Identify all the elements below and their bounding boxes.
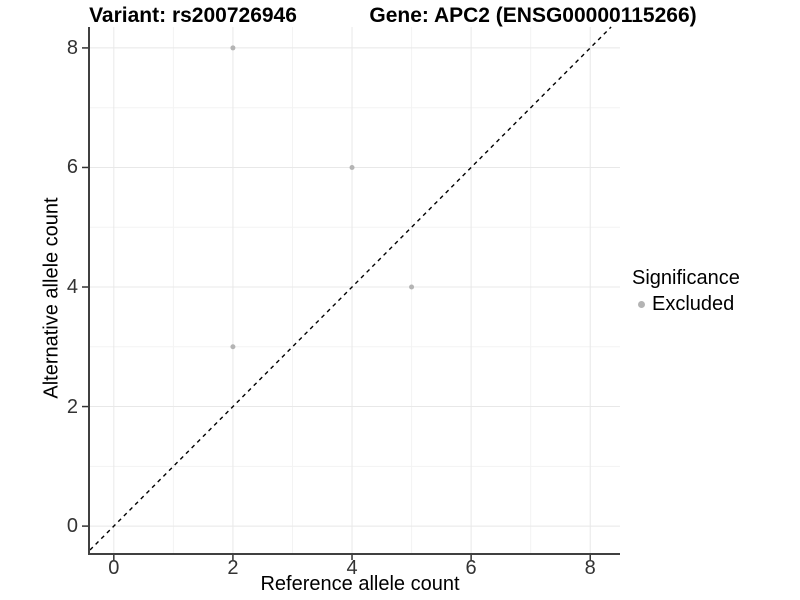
data-point bbox=[230, 344, 236, 350]
legend-title: Significance bbox=[632, 267, 740, 289]
x-tick-label: 4 bbox=[346, 557, 358, 579]
legend-item-excluded: Excluded bbox=[632, 292, 740, 316]
excluded-point-icon bbox=[638, 300, 645, 308]
legend: Significance Excluded bbox=[632, 266, 740, 316]
x-tick-label: 2 bbox=[227, 557, 239, 579]
plot-canvas bbox=[82, 26, 620, 560]
identity-line bbox=[89, 26, 612, 551]
variant-title: Variant: rs200726946 bbox=[89, 4, 297, 27]
x-tick-label: 6 bbox=[465, 557, 477, 579]
y-tick-label: 8 bbox=[66, 36, 78, 59]
y-tick-label: 4 bbox=[66, 276, 78, 298]
plot-panel bbox=[82, 26, 620, 560]
gene-title: Gene: APC2 (ENSG00000115266) bbox=[369, 4, 697, 27]
y-tick-label: 2 bbox=[66, 395, 78, 418]
y-tick-label: 0 bbox=[66, 515, 78, 538]
x-tick-label: 0 bbox=[108, 557, 120, 579]
data-point bbox=[230, 45, 236, 51]
data-point bbox=[409, 284, 415, 290]
legend-item-label: Excluded bbox=[652, 293, 735, 315]
x-axis-title: Reference allele count bbox=[260, 573, 460, 595]
data-point bbox=[349, 164, 355, 170]
x-tick-label: 8 bbox=[584, 557, 596, 579]
y-tick-label: 6 bbox=[66, 156, 78, 179]
